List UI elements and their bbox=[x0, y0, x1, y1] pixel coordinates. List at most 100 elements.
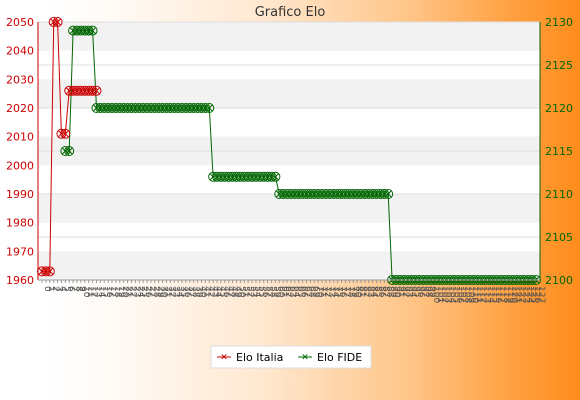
legend-label-elo-fide: Elo FIDE bbox=[317, 351, 362, 364]
x-tick-label: 90 bbox=[392, 286, 402, 298]
x-tick-label: 62 bbox=[283, 286, 293, 297]
x-tick-label: 122 bbox=[517, 286, 527, 303]
x-tick-label: 17 bbox=[108, 286, 118, 297]
x-tick-label: 1 bbox=[46, 286, 56, 292]
x-tick-label: 114 bbox=[485, 286, 495, 303]
x-tick-label: 93 bbox=[404, 286, 414, 297]
x-tick-label: 104 bbox=[447, 286, 457, 303]
x-tick-label: 20 bbox=[120, 286, 130, 298]
left-axis-ticks: 1960 1970 1980 1990 2000 2010 2020 2030 2040 2050 bbox=[6, 16, 34, 287]
x-tick-label: 54 bbox=[252, 286, 262, 298]
x-tick-label: 73 bbox=[326, 286, 336, 297]
x-tick-label: 6 bbox=[65, 286, 75, 292]
x-tick-label: 28 bbox=[151, 286, 161, 298]
x-tick-label: 47 bbox=[225, 286, 235, 297]
x-tick-label: 9 bbox=[77, 286, 87, 292]
x-tick-label: 75 bbox=[334, 286, 344, 297]
x-tick-label: 113 bbox=[482, 286, 492, 303]
x-tick-label: 78 bbox=[345, 286, 355, 298]
x-tick-label: 81 bbox=[357, 286, 367, 297]
x-tick-label: 109 bbox=[466, 286, 476, 303]
x-tick-label: 88 bbox=[384, 286, 394, 298]
x-tick-label: 120 bbox=[509, 286, 519, 303]
x-tick-label: 76 bbox=[338, 286, 348, 298]
x-tick-label: 127 bbox=[536, 286, 546, 303]
grid-band bbox=[38, 194, 540, 223]
x-tick-label: 46 bbox=[221, 286, 231, 298]
x-tick-label: 84 bbox=[369, 286, 379, 298]
right-tick-label: 2105 bbox=[545, 231, 573, 244]
x-tick-label: 23 bbox=[131, 286, 141, 297]
x-tick-label: 50 bbox=[236, 286, 246, 298]
x-tick-label: 119 bbox=[505, 286, 515, 303]
data-point-cross bbox=[46, 268, 54, 275]
x-tick-label: 16 bbox=[104, 286, 114, 298]
x-tick-label: 89 bbox=[388, 286, 398, 298]
x-tick-label: 0 bbox=[42, 286, 52, 292]
data-point bbox=[52, 17, 63, 27]
x-tick-label: 82 bbox=[361, 286, 371, 297]
data-point bbox=[91, 85, 102, 96]
left-tick-label: 2000 bbox=[6, 159, 34, 172]
right-tick-label: 2110 bbox=[545, 188, 573, 201]
x-tick-label: 49 bbox=[233, 286, 243, 298]
x-tick-label: 70 bbox=[314, 286, 324, 298]
x-tick-label: 85 bbox=[373, 286, 383, 297]
x-tick-label: 95 bbox=[412, 286, 422, 297]
x-tick-label: 38 bbox=[190, 286, 200, 298]
x-tick-label: 27 bbox=[147, 286, 157, 297]
x-tick-label: 71 bbox=[318, 286, 328, 297]
x-tick-label: 66 bbox=[299, 286, 309, 298]
left-tick-label: 2020 bbox=[6, 102, 34, 115]
x-tick-label: 61 bbox=[279, 286, 289, 297]
left-tick-label: 2040 bbox=[6, 45, 34, 58]
right-axis-ticks: 2100 2105 2110 2115 2120 2125 2130 bbox=[545, 16, 573, 287]
right-tick-label: 2130 bbox=[545, 16, 573, 29]
grid-band bbox=[38, 79, 540, 108]
data-point-ring bbox=[60, 128, 71, 139]
x-tick-label: 121 bbox=[513, 286, 523, 303]
x-tick-label: 118 bbox=[501, 286, 511, 303]
x-tick-label: 80 bbox=[353, 286, 363, 298]
x-tick-label: 56 bbox=[260, 286, 270, 298]
grid-bands bbox=[38, 21, 540, 281]
x-tick-label: 107 bbox=[458, 286, 468, 303]
x-tick-label: 41 bbox=[201, 286, 211, 297]
legend-marker-elo-fide: ✕ bbox=[301, 353, 309, 363]
data-point bbox=[87, 25, 98, 36]
x-tick-label: 96 bbox=[415, 286, 425, 298]
data-point bbox=[64, 146, 75, 156]
x-tick-label: 91 bbox=[396, 286, 406, 297]
x-tick-label: 63 bbox=[287, 286, 297, 297]
x-tick-label: 87 bbox=[380, 286, 390, 297]
x-tick-label: 97 bbox=[419, 286, 429, 297]
grid-band bbox=[38, 22, 540, 51]
right-tick-label: 2120 bbox=[545, 102, 573, 115]
right-tick-label: 2125 bbox=[545, 59, 573, 72]
x-tick-label: 123 bbox=[520, 286, 530, 303]
data-point-ring bbox=[91, 85, 102, 96]
x-tick-label: 21 bbox=[124, 286, 134, 297]
x-tick-label: 69 bbox=[310, 286, 320, 298]
data-point-cross bbox=[205, 104, 213, 112]
x-tick-label: 125 bbox=[528, 286, 538, 303]
x-tick-label: 92 bbox=[400, 286, 410, 297]
left-tick-label: 2030 bbox=[6, 73, 34, 86]
x-tick-label: 79 bbox=[349, 286, 359, 298]
left-tick-label: 1960 bbox=[6, 274, 34, 287]
x-tick-label: 25 bbox=[139, 286, 149, 297]
data-point-cross bbox=[272, 173, 279, 181]
x-tick-label: 103 bbox=[443, 286, 453, 303]
x-tick-label: 36 bbox=[182, 286, 192, 298]
data-point bbox=[44, 266, 55, 277]
x-tick-label: 37 bbox=[186, 286, 196, 297]
data-point-ring bbox=[383, 189, 394, 199]
x-tick-label: 112 bbox=[478, 286, 488, 303]
right-tick-label: 2115 bbox=[545, 145, 573, 158]
x-tick-label: 12 bbox=[89, 286, 99, 297]
data-point bbox=[60, 128, 71, 139]
x-tick-label: 74 bbox=[330, 286, 340, 298]
data-point-ring bbox=[204, 103, 215, 113]
